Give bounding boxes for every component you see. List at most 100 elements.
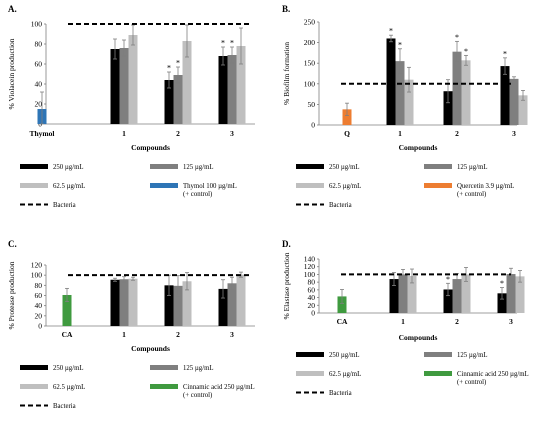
x-tick-label: 1 [401,317,405,326]
y-tick-label: 80 [35,281,43,290]
significance-star: * [503,49,507,58]
legend-swatch [296,183,324,188]
legend-label: Thymol 100 µg/mL [183,183,237,190]
legend-label: 250 µg/mL [53,365,84,372]
y-tick-label: 0 [311,121,315,130]
bar [227,55,237,124]
bar [443,289,453,313]
legend-swatch [296,352,324,357]
bar [342,109,352,125]
legend-swatch [20,164,48,169]
x-axis-title: Compounds [131,143,170,152]
y-tick-label: 80 [35,40,43,49]
bar [443,91,453,125]
x-tick-label: 1 [122,129,126,138]
x-tick-label: 1 [122,330,126,339]
legend-swatch [296,371,324,376]
bar [389,279,399,313]
bar [500,66,510,125]
x-axis-title: Compounds [399,143,438,152]
bar [452,51,462,125]
y-tick-label: 200 [304,38,316,47]
legend-label: 125 µg/mL [183,365,214,372]
y-tick-label: 140 [304,255,316,264]
y-tick-label: 100 [31,271,43,280]
panel-label: B. [282,4,290,14]
x-tick-label: 3 [230,129,234,138]
y-axis-title: % Protease production [7,261,16,329]
legend-swatch [424,352,452,357]
y-tick-label: 100 [31,20,43,29]
legend-label: Bacteria [53,202,76,209]
y-tick-label: 50 [308,100,316,109]
bar [395,61,405,125]
legend-label: Bacteria [329,202,352,209]
legend-label-line2: (+ control) [457,379,486,386]
y-tick-label: 0 [311,309,315,318]
bar [182,41,192,124]
legend-label-line2: (+ control) [183,392,212,399]
bar [452,279,462,313]
legend-swatch [424,371,452,376]
bar [119,48,129,124]
x-tick-label: Thymol [29,129,54,138]
legend-label-line2: (+ control) [457,191,486,198]
y-tick-label: 20 [35,311,43,320]
panel-label: A. [8,4,17,14]
y-tick-label: 120 [304,262,316,271]
bar [62,294,72,326]
bar [110,49,120,124]
legend-label: 62.5 µg/mL [53,384,85,391]
x-tick-label: 3 [512,129,516,138]
significance-star: * [455,33,459,42]
bar [515,276,525,313]
bar [236,274,246,326]
significance-star: * [221,39,225,48]
y-tick-label: 60 [35,291,43,300]
bar [128,278,138,326]
legend-swatch [296,164,324,169]
legend-label: 62.5 µg/mL [329,183,361,190]
bar [404,79,414,125]
y-tick-label: 60 [308,285,316,294]
chart-panel-b: B. 0 50 100 150 200 250 % Biofilm formation Q 1 * *… [282,4,528,209]
y-tick-label: 20 [35,100,43,109]
significance-star: * [389,27,393,36]
x-tick-label: 2 [455,129,459,138]
y-tick-label: 40 [308,293,316,302]
bar [407,275,417,313]
legend-swatch [20,384,48,389]
bar [119,279,129,326]
bar [227,283,237,326]
bar [110,279,120,326]
legend-label: 125 µg/mL [183,164,214,171]
legend-swatch [424,164,452,169]
x-tick-label: 2 [176,129,180,138]
legend-swatch [150,365,178,370]
bar [218,288,228,326]
legend-label: Cinnamic acid 250 µg/mL [183,384,255,391]
legend-label: 250 µg/mL [53,164,84,171]
x-tick-label: Q [344,129,350,138]
y-tick-label: 120 [31,261,43,270]
significance-star: * [446,275,450,284]
x-axis-title: Compounds [131,344,170,353]
legend-label: Quercetin 3.9 µg/mL [457,183,514,190]
significance-star: * [230,39,234,48]
x-axis-title: Compounds [399,333,438,342]
panel-label: D. [282,239,291,249]
bar [461,274,471,313]
bar [164,285,174,326]
panel-label: C. [8,239,17,249]
legend-label: 250 µg/mL [329,164,360,171]
legend-label: 125 µg/mL [457,164,488,171]
significance-star: * [464,47,468,56]
y-tick-label: 100 [304,270,316,279]
bar [509,78,519,125]
legend-swatch [150,183,178,188]
bar [398,274,408,313]
legend-label: 62.5 µg/mL [53,183,85,190]
